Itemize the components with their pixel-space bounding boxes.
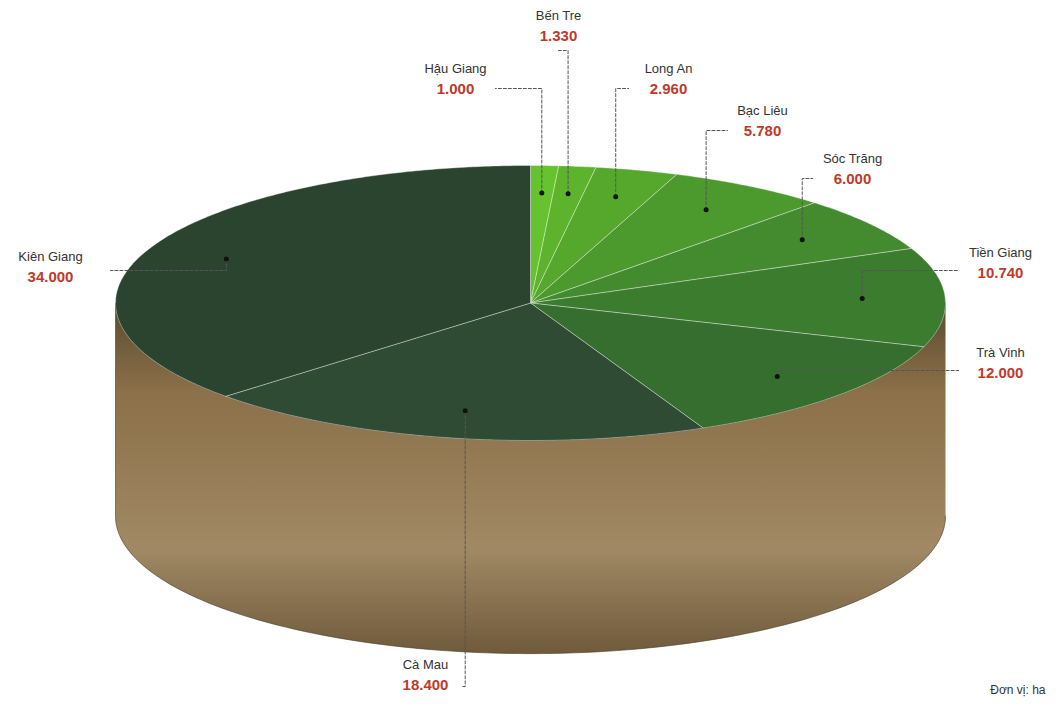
svg-text:6.000: 6.000 <box>834 170 872 187</box>
svg-text:Cà Mau: Cà Mau <box>403 657 449 672</box>
svg-text:Long An: Long An <box>645 61 693 76</box>
svg-text:10.740: 10.740 <box>978 264 1024 281</box>
svg-text:Trà Vinh: Trà Vinh <box>976 345 1024 360</box>
svg-text:5.780: 5.780 <box>744 122 782 139</box>
svg-text:Sóc Trăng: Sóc Trăng <box>823 151 882 166</box>
svg-text:Tiền Giang: Tiền Giang <box>969 245 1032 260</box>
svg-text:Hậu Giang: Hậu Giang <box>424 61 486 76</box>
svg-text:Kiên Giang: Kiên Giang <box>18 249 82 264</box>
svg-text:Đơn vị: ha: Đơn vị: ha <box>990 683 1046 697</box>
svg-text:Bến Tre: Bến Tre <box>536 8 582 23</box>
svg-text:12.000: 12.000 <box>978 364 1024 381</box>
svg-text:1.000: 1.000 <box>437 80 475 97</box>
svg-text:34.000: 34.000 <box>28 268 74 285</box>
svg-text:1.330: 1.330 <box>540 27 578 44</box>
svg-text:2.960: 2.960 <box>650 80 688 97</box>
svg-text:Bạc Liêu: Bạc Liêu <box>737 103 788 118</box>
svg-text:18.400: 18.400 <box>403 676 449 693</box>
